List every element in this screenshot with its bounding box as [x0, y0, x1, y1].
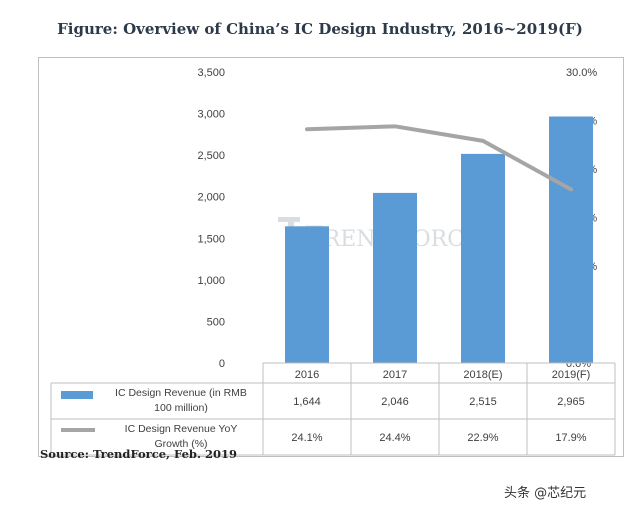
- figure-title: Figure: Overview of China’s IC Design In…: [57, 20, 583, 38]
- revenue-bar: [373, 192, 417, 363]
- growth-value-label: 17.9%: [555, 432, 586, 444]
- revenue-value-label: 2,046: [381, 396, 409, 408]
- revenue-bar: [285, 226, 329, 363]
- chart-svg: TRENDFORCE 05001,0001,5002,0002,5003,000…: [50, 67, 616, 456]
- y-tick-label: 2,500: [197, 150, 225, 162]
- y-tick-label: 1,500: [197, 233, 225, 245]
- growth-value-label: 22.9%: [467, 432, 498, 444]
- revenue-value-label: 1,644: [293, 396, 321, 408]
- legend-key-revenue: [61, 391, 93, 399]
- growth-value-label: 24.1%: [291, 432, 322, 444]
- x-category-label: 2016: [295, 369, 319, 381]
- legend-row-label: Growth (%): [154, 438, 207, 450]
- legend-row-label: IC Design Revenue YoY: [125, 423, 238, 435]
- credit-label: 头条 @芯纪元: [504, 482, 586, 501]
- yoy-growth-line: [305, 124, 573, 192]
- revenue-bar: [549, 116, 593, 363]
- revenue-value-label: 2,965: [557, 396, 585, 408]
- legend-row-label: 100 million): [154, 402, 208, 414]
- growth-value-label: 24.4%: [379, 432, 410, 444]
- y-tick-label: 0: [219, 358, 225, 370]
- y-tick-label: 3,500: [197, 67, 225, 79]
- source-note: Source: TrendForce, Feb. 2019: [40, 447, 237, 461]
- credit-text: 头条 @芯纪元: [504, 486, 587, 501]
- x-category-label: 2019(F): [552, 369, 591, 381]
- revenue-value-label: 2,515: [469, 396, 497, 408]
- legend-row-label: IC Design Revenue (in RMB: [115, 387, 247, 399]
- y-tick-label: 1,000: [197, 275, 225, 287]
- y-tick-label: 3,000: [197, 109, 225, 121]
- y2-tick-label: 30.0%: [566, 67, 597, 79]
- y-tick-label: 2,000: [197, 192, 225, 204]
- y-tick-label: 500: [207, 316, 225, 328]
- revenue-bar: [461, 153, 505, 363]
- x-category-label: 2017: [383, 369, 407, 381]
- chart-panel: TRENDFORCE 05001,0001,5002,0002,5003,000…: [38, 57, 624, 457]
- x-category-label: 2018(E): [463, 369, 502, 381]
